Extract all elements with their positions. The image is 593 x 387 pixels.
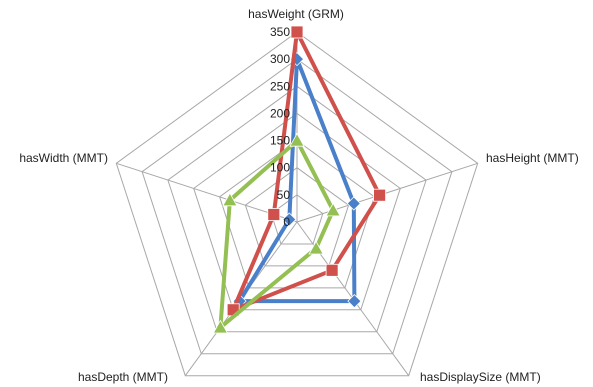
grid-ring-150 [219,139,375,289]
series-line-0 [237,57,357,304]
r-tick-label: 200 [270,106,290,120]
data-point-marker [347,294,362,309]
grid-ring-300 [141,58,453,355]
data-point-marker [290,25,304,39]
data-point-marker [373,188,387,202]
data-point-marker [325,202,341,217]
r-tick-label: 350 [270,25,290,39]
data-point-marker [212,319,229,334]
data-point-marker [282,212,297,227]
data-point-marker [325,263,339,277]
grid-ring-250 [167,85,427,333]
series-layer [212,25,387,334]
grid-layer [115,31,479,377]
grid-ring-350 [115,31,479,377]
axis-label-hasweight: hasWeight (GRM) [248,7,344,21]
axis-label-hasdepth: hasDepth (MMT) [78,370,168,384]
r-tick-label: 100 [270,161,290,175]
axis-spoke-1 [296,162,478,223]
axis-label-layer: hasWeight (GRM) hasHeight (MMT) hasDispl… [19,7,578,384]
r-tick-label: 150 [270,134,290,148]
tick-label-layer: 0 50 100 150 200 250 300 350 [270,25,290,229]
r-tick-label: 50 [277,188,291,202]
grid-ring-200 [193,112,401,311]
data-point-marker [222,192,238,207]
r-tick-label: 250 [270,79,290,93]
data-point-marker [308,240,324,255]
series-line-1 [231,30,382,312]
axis-spoke-4 [116,162,298,223]
data-point-marker [346,196,361,211]
data-point-marker [289,132,305,147]
data-point-marker [267,208,281,221]
axis-label-haswidth: hasWidth (MMT) [19,151,108,165]
axis-label-hasdisplaysize: hasDisplaySize (MMT) [420,370,541,384]
r-tick-label: 0 [283,215,290,229]
axis-label-hasheight: hasHeight (MMT) [486,151,579,165]
r-tick-label: 300 [270,52,290,66]
series-line-2 [218,138,336,330]
